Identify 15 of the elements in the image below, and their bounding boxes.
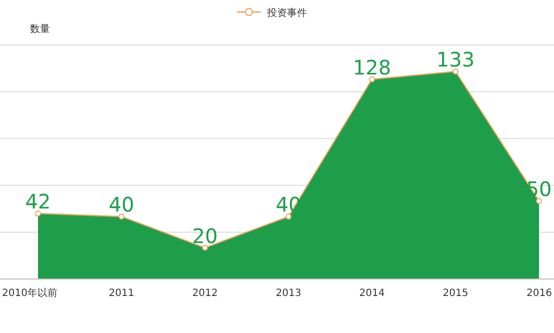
data-label: 128 [352,55,392,80]
x-tick-label: 2015 [442,288,468,299]
y-axis-title: 数量 [30,24,50,35]
x-tick-label: 2014 [359,288,385,299]
x-tick-label: 2011 [108,288,134,299]
legend: 投资事件 [237,8,307,19]
data-label: 42 [25,189,51,214]
data-label: 20 [192,224,218,248]
x-tick-label: 2010年以前 [2,287,58,299]
data-label: 133 [436,48,475,72]
x-tick-label: 2016 [526,288,552,299]
legend-label: 投资事件 [266,7,307,19]
x-tick-label: 2013 [276,288,302,299]
data-label: 40 [108,192,134,217]
x-tick-label: 2012 [192,288,218,299]
